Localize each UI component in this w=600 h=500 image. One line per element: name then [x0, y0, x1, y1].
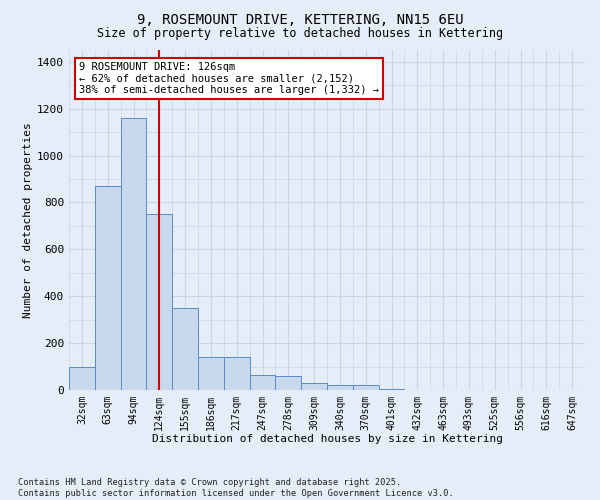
Text: 9, ROSEMOUNT DRIVE, KETTERING, NN15 6EU: 9, ROSEMOUNT DRIVE, KETTERING, NN15 6EU	[137, 12, 463, 26]
Text: Contains HM Land Registry data © Crown copyright and database right 2025.
Contai: Contains HM Land Registry data © Crown c…	[18, 478, 454, 498]
Bar	[301, 383, 327, 390]
Text: Size of property relative to detached houses in Kettering: Size of property relative to detached ho…	[97, 28, 503, 40]
Bar	[69, 366, 95, 390]
Bar	[95, 186, 121, 390]
Bar	[224, 357, 250, 390]
Text: 9 ROSEMOUNT DRIVE: 126sqm
← 62% of detached houses are smaller (2,152)
38% of se: 9 ROSEMOUNT DRIVE: 126sqm ← 62% of detac…	[79, 62, 379, 95]
Bar	[250, 376, 275, 390]
Bar	[198, 357, 224, 390]
Bar	[275, 376, 301, 390]
Bar	[379, 389, 404, 390]
Y-axis label: Number of detached properties: Number of detached properties	[23, 122, 33, 318]
Bar	[121, 118, 146, 390]
Bar	[172, 308, 198, 390]
Bar	[327, 386, 353, 390]
X-axis label: Distribution of detached houses by size in Kettering: Distribution of detached houses by size …	[151, 434, 503, 444]
Bar	[146, 214, 172, 390]
Bar	[353, 386, 379, 390]
